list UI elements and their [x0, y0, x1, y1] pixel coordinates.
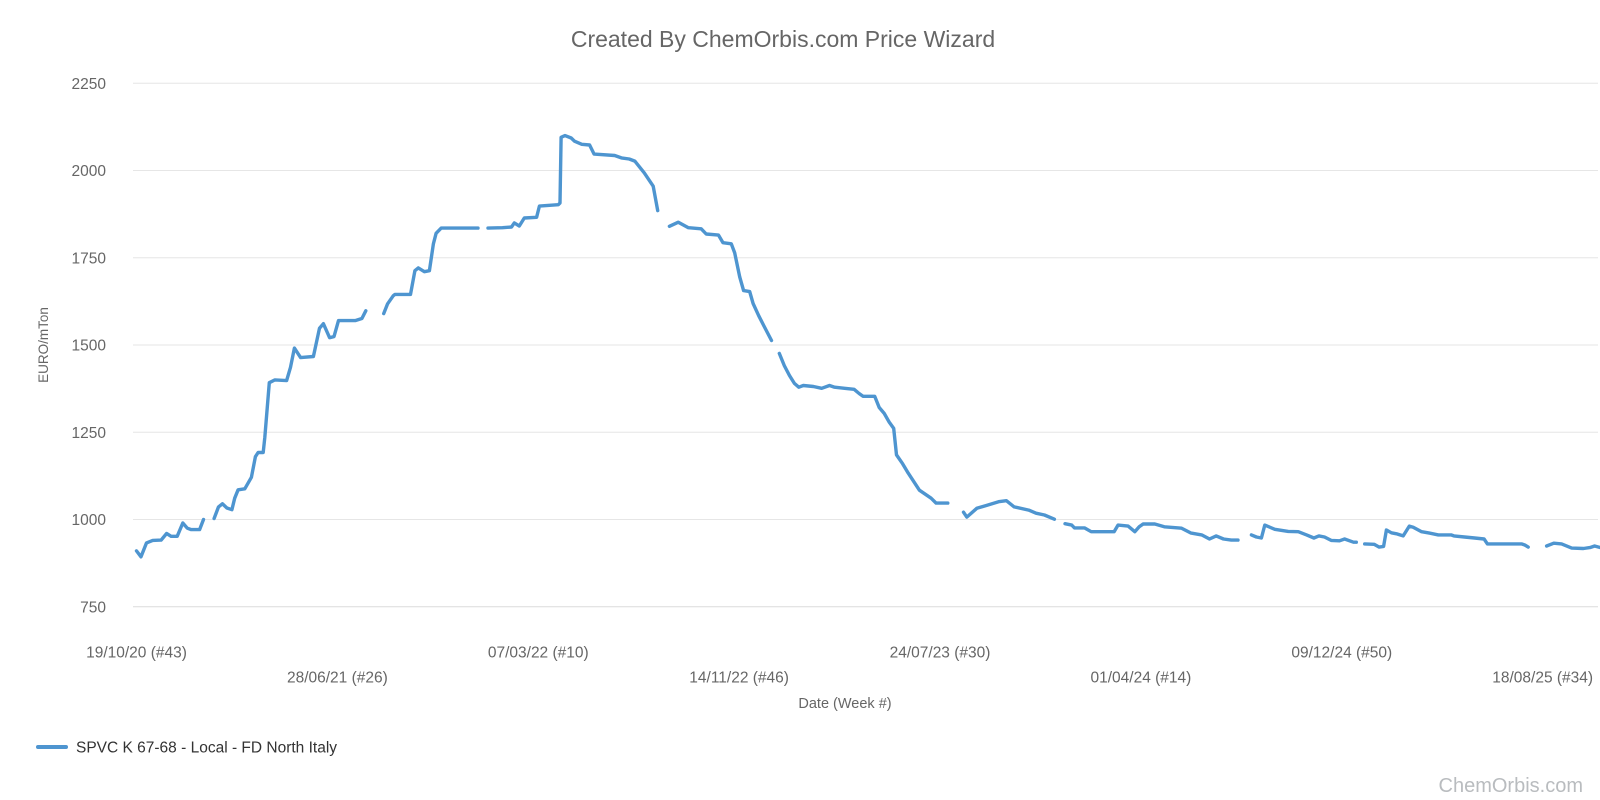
- x-axis-tick-label: 14/11/22 (#46): [689, 670, 789, 687]
- tick-layer: 750 1000 1250 1500 1750 2000 2250 19/10/20 (#43…: [72, 76, 1594, 687]
- y-axis-tick-label: 1750: [72, 250, 107, 267]
- price-series-line-segment-1: [212, 309, 368, 521]
- price-series-line-segment-9: [1362, 524, 1530, 549]
- x-axis-tick-label: 18/08/25 (#34): [1492, 670, 1593, 687]
- price-series-line-segment-0: [134, 517, 206, 559]
- y-axis-title: EURO/mTon: [36, 307, 51, 383]
- price-series-line-segment-6: [961, 499, 1057, 521]
- series-layer: [134, 133, 1600, 559]
- price-series-line-segment-8: [1249, 523, 1359, 544]
- x-axis-tick-label: 09/12/24 (#50): [1291, 645, 1392, 662]
- chart-title: Created By ChemOrbis.com Price Wizard: [571, 26, 995, 52]
- price-series-line-segment-2: [382, 226, 480, 316]
- y-axis-tick-label: 1500: [72, 338, 107, 355]
- y-axis-tick-label: 2250: [72, 76, 107, 93]
- price-series-line-segment-5: [777, 351, 950, 505]
- price-series-line-segment-10: [1544, 541, 1600, 551]
- x-axis-tick-label: 28/06/21 (#26): [287, 670, 388, 687]
- x-axis-tick-label: 24/07/23 (#30): [890, 645, 991, 662]
- x-axis-tick-label: 07/03/22 (#10): [488, 645, 589, 662]
- y-axis-tick-label: 2000: [72, 163, 107, 180]
- price-series-line-segment-3: [486, 133, 660, 230]
- x-axis-tick-label: 01/04/24 (#14): [1090, 670, 1191, 687]
- grid-layer: [133, 82, 1598, 608]
- y-axis-tick-label: 1000: [72, 512, 107, 529]
- y-axis-tick-label: 1250: [72, 425, 107, 442]
- legend-label: SPVC K 67-68 - Local - FD North Italy: [76, 740, 337, 757]
- price-series-line-segment-7: [1063, 522, 1240, 542]
- legend-item[interactable]: SPVC K 67-68 - Local - FD North Italy: [36, 740, 337, 757]
- x-axis-tick-label: 19/10/20 (#43): [86, 645, 187, 662]
- y-axis-tick-label: 750: [80, 599, 106, 616]
- price-series-line-segment-4: [667, 220, 774, 343]
- watermark: ChemOrbis.com: [1439, 775, 1583, 797]
- x-axis-title: Date (Week #): [798, 696, 891, 712]
